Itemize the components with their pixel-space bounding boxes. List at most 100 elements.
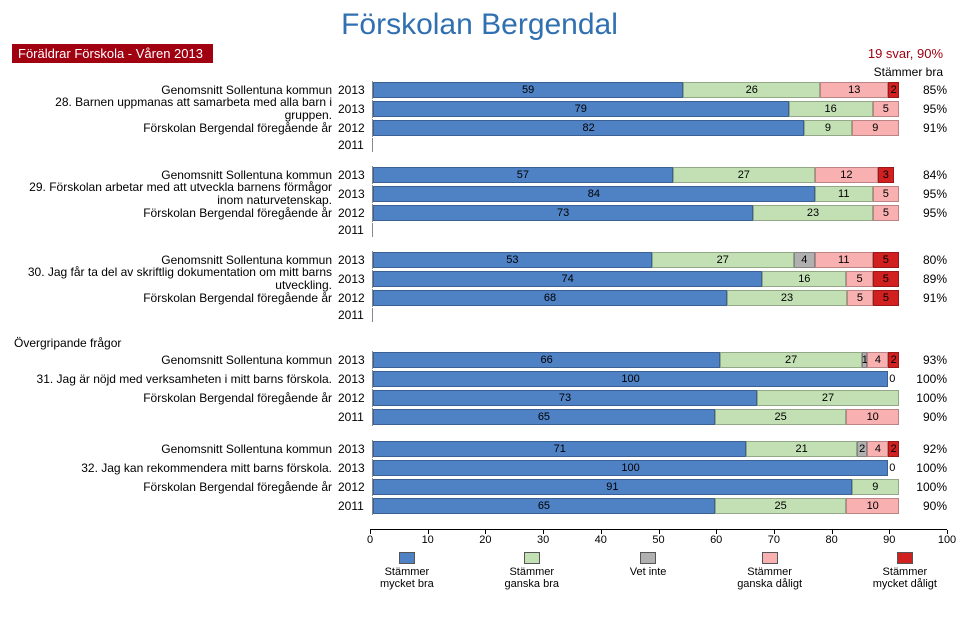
bar-segment: 9	[804, 120, 851, 136]
chart-row: 201165251090%	[12, 497, 947, 515]
row-year: 2011	[336, 223, 372, 237]
bar-segment: 2	[857, 441, 868, 457]
chart-row: 29. Förskolan arbetar med att utveckla b…	[12, 185, 947, 203]
stammer-bra-heading: Stämmer bra	[12, 65, 943, 79]
bar-segment: 21	[746, 441, 856, 457]
bar-segment: 16	[762, 271, 846, 287]
question-group: Genomsnitt Sollentuna kommun201371212429…	[12, 440, 947, 515]
bar-track	[372, 308, 899, 322]
axis-label: 100	[938, 534, 956, 546]
chart-row: Genomsnitt Sollentuna kommun201371212429…	[12, 440, 947, 458]
row-pct: 92%	[899, 442, 947, 456]
legend-item: Stämmerganska bra	[505, 552, 559, 590]
row-year: 2011	[336, 138, 372, 152]
bar-track: 741655	[372, 270, 899, 288]
bar-track: 652510	[372, 497, 899, 515]
bar-segment: 53	[373, 252, 652, 268]
bar-segment: 5	[847, 290, 873, 306]
chart-row: 2011	[12, 223, 947, 237]
question-group: Genomsnitt Sollentuna kommun201357271238…	[12, 166, 947, 237]
row-pct: 91%	[899, 291, 947, 305]
chart-row: Genomsnitt Sollentuna kommun201366271429…	[12, 351, 947, 369]
bar-segment: 27	[757, 390, 899, 406]
bar-segment: 12	[815, 167, 878, 183]
bar-track	[372, 138, 899, 152]
chart-row: 2011	[12, 138, 947, 152]
row-pct: 80%	[899, 253, 947, 267]
legend-text-2: ganska dåligt	[737, 578, 802, 590]
bar-segment: 71	[373, 441, 746, 457]
bar-track: 919	[372, 478, 899, 496]
bar-segment: 16	[789, 101, 873, 117]
legend-swatch	[762, 552, 778, 564]
bar-segment: 59	[373, 82, 683, 98]
legend-text-2: mycket bra	[380, 578, 434, 590]
bar-track: 6627142	[372, 351, 899, 369]
row-pct: 100%	[899, 480, 947, 494]
row-pct: 90%	[899, 410, 947, 424]
bar-segment: 2	[888, 352, 899, 368]
row-year: 2013	[336, 272, 372, 286]
legend: Stämmermycket braStämmerganska braVet in…	[380, 552, 937, 590]
legend-swatch	[640, 552, 656, 564]
chart-row: Förskolan Bergendal föregående år2012682…	[12, 289, 947, 307]
legend-text-2: ganska bra	[505, 578, 559, 590]
row-pct: 95%	[899, 206, 947, 220]
x-axis: 0102030405060708090100	[370, 529, 947, 548]
chart-row: Förskolan Bergendal föregående år2012919…	[12, 478, 947, 496]
bar-track: 7327	[372, 389, 899, 407]
row-pct: 85%	[899, 83, 947, 97]
axis-label: 30	[537, 534, 549, 546]
bar-segment: 73	[373, 390, 757, 406]
chart-row: 32. Jag kan rekommendera mitt barns förs…	[12, 459, 947, 477]
axis-label: 80	[825, 534, 837, 546]
bar-segment: 79	[373, 101, 789, 117]
bar-segment: 5	[873, 205, 899, 221]
row-year: 2011	[336, 308, 372, 322]
row-pct: 100%	[899, 391, 947, 405]
chart-row: Förskolan Bergendal föregående år2012829…	[12, 119, 947, 137]
page-title: Förskolan Bergendal	[12, 8, 947, 42]
question-group: Genomsnitt Sollentuna kommun20136627142 9…	[12, 351, 947, 426]
bar-segment: 5	[873, 252, 899, 268]
legend-item: Stämmerganska dåligt	[737, 552, 802, 590]
row-label: Genomsnitt Sollentuna kommun	[12, 254, 336, 267]
row-year: 2013	[336, 461, 372, 475]
row-label: Genomsnitt Sollentuna kommun	[12, 354, 336, 367]
question-group: Genomsnitt Sollentuna kommun201353274115…	[12, 251, 947, 322]
bar-track: 7121242	[372, 440, 899, 458]
bar-track: 682355	[372, 289, 899, 307]
chart-row: 201165251090%	[12, 408, 947, 426]
bar-segment: 13	[820, 82, 888, 98]
legend-swatch	[399, 552, 415, 564]
legend-text-1: Stämmer	[509, 566, 554, 578]
bar-segment: 5	[846, 271, 872, 287]
axis-label: 40	[595, 534, 607, 546]
section-label: Övergripande frågor	[14, 336, 947, 350]
row-year: 2013	[336, 353, 372, 367]
row-year: 2013	[336, 102, 372, 116]
chart-row: Förskolan Bergendal föregående år2012732…	[12, 204, 947, 222]
row-pct: 95%	[899, 102, 947, 116]
bar-track: 1000	[372, 370, 899, 388]
bar-segment: 27	[652, 252, 794, 268]
row-pct: 90%	[899, 499, 947, 513]
bar-segment: 11	[815, 186, 873, 202]
bar-track: 84115	[372, 185, 899, 203]
bar-segment: 57	[373, 167, 673, 183]
row-pct: 100%	[899, 461, 947, 475]
row-pct: 95%	[899, 187, 947, 201]
bar-track: 79165	[372, 100, 899, 118]
bar-segment: 26	[683, 82, 820, 98]
row-year: 2013	[336, 83, 372, 97]
legend-text-2: mycket dåligt	[873, 578, 937, 590]
row-label: Genomsnitt Sollentuna kommun	[12, 84, 336, 97]
bar-track: 53274115	[372, 251, 899, 269]
axis-label: 70	[768, 534, 780, 546]
legend-item: Stämmermycket dåligt	[873, 552, 937, 590]
bar-segment: 9	[852, 479, 899, 495]
axis-label: 20	[479, 534, 491, 546]
bar-segment: 4	[794, 252, 815, 268]
bar-segment: 5	[873, 290, 899, 306]
banner-right: 19 svar, 90%	[868, 46, 947, 61]
